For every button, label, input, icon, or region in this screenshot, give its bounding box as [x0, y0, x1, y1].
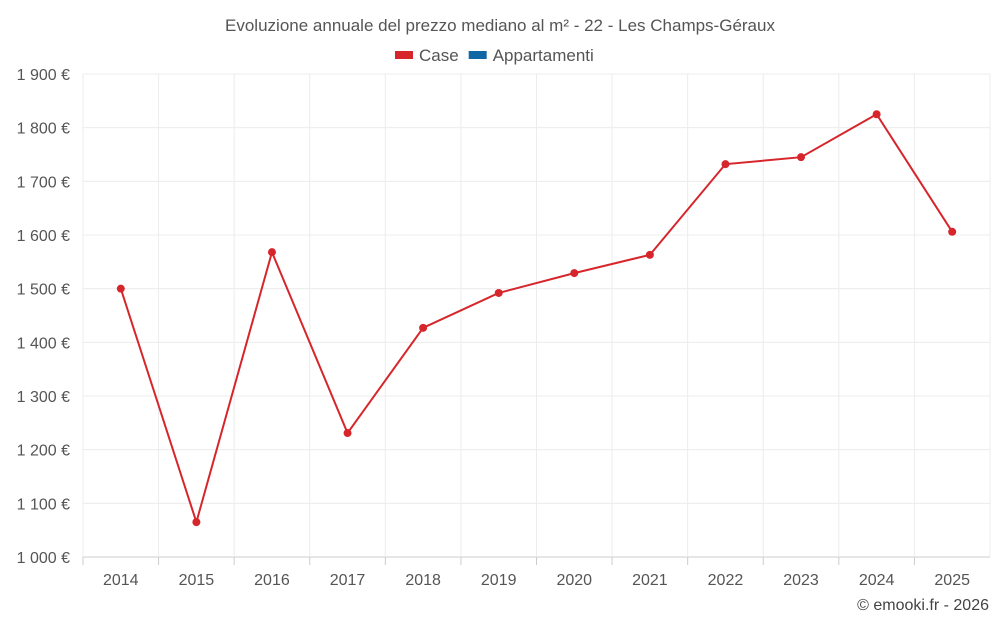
legend-label-appartamenti[interactable]: Appartamenti [493, 46, 594, 65]
data-point[interactable] [570, 269, 579, 278]
data-point[interactable] [721, 160, 730, 169]
x-tick-label: 2024 [859, 572, 895, 589]
data-point[interactable] [797, 153, 806, 162]
y-tick-label: 1 900 € [17, 67, 70, 84]
legend-label-case[interactable]: Case [419, 46, 459, 65]
data-point[interactable] [116, 284, 125, 293]
series [116, 110, 957, 527]
series-line-case [119, 112, 954, 526]
y-tick-label: 1 400 € [17, 335, 70, 352]
x-tick-label: 2021 [632, 572, 668, 589]
y-tick-label: 1 600 € [17, 228, 70, 245]
x-tick-label: 2016 [254, 572, 290, 589]
grid [82, 73, 991, 558]
data-point[interactable] [494, 288, 503, 297]
x-tick-label: 2015 [179, 572, 215, 589]
y-tick-label: 1 800 € [17, 121, 70, 138]
y-tick-label: 1 300 € [17, 389, 70, 406]
data-point[interactable] [645, 250, 654, 259]
x-tick-label: 2017 [330, 572, 366, 589]
y-tick-label: 1 200 € [17, 443, 70, 460]
x-tick-label: 2018 [405, 572, 441, 589]
data-point[interactable] [343, 429, 352, 438]
data-point[interactable] [267, 248, 276, 257]
x-tick-label: 2020 [556, 572, 592, 589]
data-point[interactable] [419, 323, 428, 332]
legend-swatch-case [395, 51, 413, 59]
y-tick-label: 1 000 € [17, 550, 70, 567]
credit-text: © emooki.fr - 2026 [857, 597, 989, 614]
y-tick-label: 1 700 € [17, 174, 70, 191]
chart-title: Evoluzione annuale del prezzo mediano al… [225, 16, 775, 35]
legend: Case Appartamenti [395, 46, 594, 65]
y-tick-label: 1 100 € [17, 496, 70, 513]
legend-swatch-appartamenti [468, 51, 487, 59]
x-tick-label: 2022 [708, 572, 744, 589]
axes: 1 000 € 1 100 € 1 200 € 1 300 € 1 400 € 1 500… [17, 67, 970, 589]
x-tick-label: 2019 [481, 572, 517, 589]
data-point[interactable] [192, 518, 201, 527]
data-point[interactable] [872, 110, 881, 119]
x-tick-label: 2025 [934, 572, 970, 589]
x-tick-label: 2014 [103, 572, 139, 589]
y-tick-label: 1 500 € [17, 282, 70, 299]
data-point[interactable] [948, 227, 957, 236]
x-tick-label: 2023 [783, 572, 819, 589]
